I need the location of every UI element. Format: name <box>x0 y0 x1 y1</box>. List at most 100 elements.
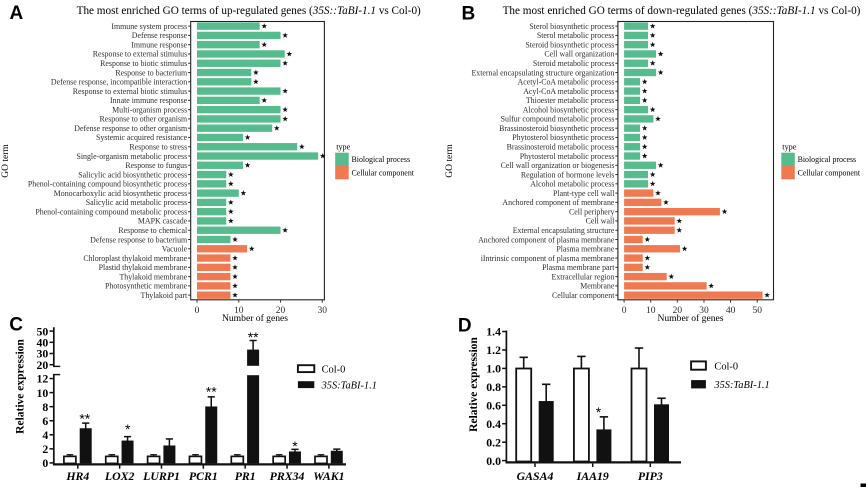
svg-text:Photosynthetic membrane: Photosynthetic membrane <box>105 282 188 291</box>
svg-text:HR4: HR4 <box>65 469 89 483</box>
svg-text:2: 2 <box>42 442 48 456</box>
svg-text:Innate immune response: Innate immune response <box>110 96 188 105</box>
svg-text:Relative expression: Relative expression <box>15 339 27 434</box>
svg-text:**: ** <box>206 384 217 400</box>
svg-text:PCR1: PCR1 <box>189 469 218 483</box>
svg-text:Salicylic acid metabolic proce: Salicylic acid metabolic process <box>86 198 187 207</box>
svg-text:0.4: 0.4 <box>486 417 501 431</box>
svg-text:Response to external biotic st: Response to external biotic stimulus <box>73 87 187 96</box>
svg-text:GO term: GO term <box>445 144 455 178</box>
svg-text:type: type <box>782 142 796 151</box>
svg-text:C: C <box>9 315 23 336</box>
svg-text:Plasma membrane part: Plasma membrane part <box>542 263 615 272</box>
svg-text:Response to fungus: Response to fungus <box>125 161 187 170</box>
svg-text:Multi-organism process: Multi-organism process <box>112 105 187 114</box>
svg-text:LURP1: LURP1 <box>142 469 180 483</box>
svg-text:8: 8 <box>42 400 48 414</box>
svg-text:30: 30 <box>37 347 49 361</box>
svg-text:Response to bacterium: Response to bacterium <box>115 68 188 77</box>
svg-text:Brassinosteroid biosynthetic p: Brassinosteroid biosynthetic process <box>499 124 614 133</box>
svg-text:Chloroplast thylakoid membrane: Chloroplast thylakoid membrane <box>83 254 187 263</box>
svg-text:Biological process: Biological process <box>352 155 411 164</box>
svg-text:Monocarboxylic acid biosynthet: Monocarboxylic acid biosynthetic process <box>54 189 187 198</box>
svg-text:Regulation of hormone levels: Regulation of hormone levels <box>521 170 615 179</box>
svg-text:Anchored component of plasma m: Anchored component of plasma membrane <box>478 235 615 244</box>
svg-text:Cell wall organization or biog: Cell wall organization or biogenesis <box>501 161 615 170</box>
svg-text:Number of genes: Number of genes <box>222 313 288 324</box>
svg-text:Plastid thylakoid membrane: Plastid thylakoid membrane <box>99 263 188 272</box>
svg-text:The most enriched GO terms of: The most enriched GO terms of down-regul… <box>503 5 861 17</box>
svg-text:GASA4: GASA4 <box>517 469 554 483</box>
svg-text:*: * <box>292 438 298 454</box>
svg-text:Cell periphery: Cell periphery <box>569 207 614 216</box>
svg-text:type: type <box>336 142 350 151</box>
svg-text:Col-0: Col-0 <box>322 365 346 376</box>
svg-text:10: 10 <box>646 306 656 316</box>
svg-text:Defense response: Defense response <box>132 31 188 40</box>
svg-text:Defense response to bacterium: Defense response to bacterium <box>90 235 188 244</box>
svg-text:30: 30 <box>699 306 709 316</box>
svg-text:20: 20 <box>276 306 286 316</box>
svg-text:Defense response to other orga: Defense response to other organism <box>74 124 188 133</box>
svg-text:Steroid biosynthetic process: Steroid biosynthetic process <box>525 40 614 49</box>
svg-text:PIP3: PIP3 <box>638 469 663 483</box>
svg-text:0.8: 0.8 <box>486 380 501 394</box>
svg-text:Relative expression: Relative expression <box>468 337 480 432</box>
svg-text:0: 0 <box>42 456 48 470</box>
svg-text:Alcohol metabolic process: Alcohol metabolic process <box>530 180 614 189</box>
svg-text:0.2: 0.2 <box>486 435 501 449</box>
svg-text:LOX2: LOX2 <box>104 469 135 483</box>
svg-text:20: 20 <box>37 358 49 372</box>
svg-text:50: 50 <box>752 306 762 316</box>
svg-text:Defense response, incompatible: Defense response, incompatible interacti… <box>51 78 187 87</box>
svg-text:Cellular component: Cellular component <box>552 291 615 300</box>
svg-text:0: 0 <box>195 306 200 316</box>
svg-text:12: 12 <box>37 372 49 386</box>
svg-text:Response to external stimulus: Response to external stimulus <box>93 50 187 59</box>
svg-text:1.2: 1.2 <box>486 343 501 357</box>
svg-text:35S:TaBI-1.1: 35S:TaBI-1.1 <box>713 380 769 391</box>
svg-text:Sterol metabolic process: Sterol metabolic process <box>537 31 615 40</box>
svg-text:Response to stress: Response to stress <box>129 142 187 151</box>
svg-text:0: 0 <box>622 306 627 316</box>
svg-text:Response to biotic stimulus: Response to biotic stimulus <box>100 59 187 68</box>
svg-text:WAK1: WAK1 <box>313 469 344 483</box>
svg-text:Single-organism metabolic proc: Single-organism metabolic process <box>76 152 187 161</box>
svg-text:Phenol-containing compound bio: Phenol-containing compound biosynthetic … <box>28 180 187 189</box>
svg-text:Cellular component: Cellular component <box>798 168 861 177</box>
svg-text:Anchored component of membrane: Anchored component of membrane <box>502 198 614 207</box>
svg-text:20: 20 <box>673 306 683 316</box>
svg-text:Membrane: Membrane <box>580 282 615 291</box>
svg-text:External encapsulating structu: External encapsulating structure <box>513 226 615 235</box>
svg-text:Thioester metabolic process: Thioester metabolic process <box>526 96 615 105</box>
svg-text:0.6: 0.6 <box>486 398 501 412</box>
svg-text:Col-0: Col-0 <box>714 361 738 372</box>
svg-text:Steroid metabolic process: Steroid metabolic process <box>533 59 615 68</box>
svg-text:B: B <box>462 3 476 24</box>
svg-text:Cell wall: Cell wall <box>586 217 616 226</box>
svg-text:1.4: 1.4 <box>486 325 501 339</box>
svg-text:Phytosterol metabolic process: Phytosterol metabolic process <box>520 152 615 161</box>
svg-text:PR1: PR1 <box>235 469 256 483</box>
svg-text:Cellular component: Cellular component <box>352 168 415 177</box>
svg-text:40: 40 <box>726 306 736 316</box>
svg-text:30: 30 <box>318 306 328 316</box>
svg-text:Vacuole: Vacuole <box>162 245 188 254</box>
svg-text:Extracellular region: Extracellular region <box>552 272 615 281</box>
svg-text:Salicylic acid biosynthetic pr: Salicylic acid biosynthetic process <box>78 170 187 179</box>
svg-text:**: ** <box>79 411 90 427</box>
svg-text:D: D <box>458 316 472 337</box>
svg-text:Brassinosteroid metabolic proc: Brassinosteroid metabolic process <box>507 142 615 151</box>
svg-text:35S:TaBI-1.1: 35S:TaBI-1.1 <box>321 381 377 392</box>
svg-text:Sulfur compound metabolic proc: Sulfur compound metabolic process <box>501 115 615 124</box>
svg-text:10: 10 <box>37 386 49 400</box>
svg-text:Response to chemical: Response to chemical <box>118 226 188 235</box>
svg-text:Systemic acquired resistance: Systemic acquired resistance <box>96 133 188 142</box>
svg-text:*: * <box>125 421 131 437</box>
svg-text:Response to other organism: Response to other organism <box>99 115 188 124</box>
svg-text:Cell wall organization: Cell wall organization <box>544 50 614 59</box>
svg-text:Sterol biosynthetic process: Sterol biosynthetic process <box>529 22 614 31</box>
svg-text:Phenol-containing compound met: Phenol-containing compound metabolic pro… <box>35 207 187 216</box>
svg-text:The most enriched GO terms of: The most enriched GO terms of up-regulat… <box>77 5 421 17</box>
svg-text:GO term: GO term <box>1 144 11 178</box>
